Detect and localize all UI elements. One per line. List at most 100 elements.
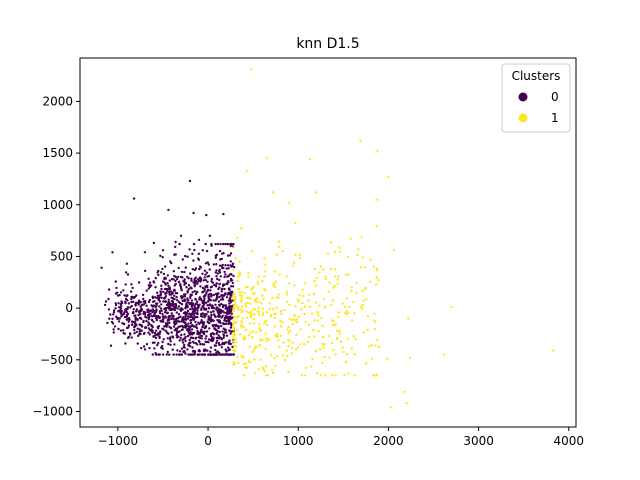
scatter-point-series-0: [172, 325, 176, 328]
scatter-point-series-0: [212, 353, 215, 356]
scatter-point-series-0: [183, 333, 186, 336]
scatter-point-series-0: [211, 281, 214, 284]
scatter-point-series-0: [208, 297, 211, 300]
scatter-point-series-0: [199, 343, 202, 346]
scatter-point-series-1: [248, 297, 252, 300]
scatter-point-series-0: [204, 278, 207, 282]
scatter-point-series-1: [247, 275, 250, 278]
scatter-point-series-1: [336, 282, 339, 286]
scatter-point-series-1: [246, 316, 249, 320]
scatter-point-series-1: [333, 250, 337, 253]
scatter-point-series-0: [214, 242, 217, 246]
scatter-point-series-0: [218, 282, 221, 286]
scatter-point-series-0: [191, 323, 194, 327]
y-tick-label: 1000: [42, 198, 73, 212]
scatter-point-series-1: [352, 301, 355, 304]
scatter-point-series-0: [160, 296, 163, 299]
legend-label-1: 1: [551, 111, 559, 125]
scatter-point-series-0: [204, 349, 208, 352]
scatter-point-series-1: [278, 273, 281, 276]
scatter-point-series-1: [272, 371, 275, 375]
scatter-point-series-0: [193, 281, 197, 284]
scatter-point-series-0: [178, 339, 181, 342]
scatter-point-series-0: [204, 340, 207, 343]
scatter-point-series-0: [187, 353, 190, 356]
scatter-point-series-1: [376, 149, 379, 153]
scatter-point-series-0: [152, 335, 155, 339]
scatter-point-series-0: [121, 322, 124, 325]
scatter-point-series-0: [192, 318, 196, 321]
scatter-point-series-1: [237, 271, 241, 275]
scatter-point-series-0: [193, 284, 196, 287]
scatter-point-series-1: [253, 372, 257, 375]
legend-label-0: 0: [551, 90, 559, 104]
scatter-point-series-1: [238, 333, 242, 336]
scatter-point-series-0: [144, 301, 147, 305]
legend-marker-1: [518, 113, 528, 123]
scatter-point-series-0: [189, 353, 192, 356]
scatter-point-series-0: [202, 349, 206, 352]
scatter-point-series-1: [340, 340, 343, 343]
scatter-point-series-0: [215, 332, 218, 335]
scatter-point-series-1: [237, 308, 240, 312]
scatter-point-series-0: [114, 303, 118, 307]
scatter-point-series-1: [330, 374, 334, 377]
scatter-point-series-1: [330, 341, 334, 345]
scatter-point-series-0: [168, 321, 171, 324]
scatter-point-series-0: [136, 318, 139, 322]
scatter-point-series-0: [139, 332, 142, 336]
scatter-point-series-0: [203, 294, 206, 298]
scatter-point-series-0: [130, 320, 134, 323]
scatter-point-series-0: [120, 300, 123, 303]
scatter-point-series-0: [177, 280, 181, 284]
scatter-point-series-0: [190, 333, 193, 336]
scatter-point-series-1: [311, 358, 314, 361]
scatter-point-series-1: [246, 366, 249, 369]
scatter-point-series-0: [210, 244, 213, 247]
scatter-point-series-0: [130, 300, 133, 304]
x-tick-label: 0: [204, 434, 212, 448]
scatter-point-series-0: [229, 310, 232, 314]
scatter-point-series-0: [172, 270, 175, 273]
scatter-point-series-1: [259, 358, 262, 361]
scatter-point-series-0: [221, 298, 225, 301]
scatter-point-series-1: [237, 361, 240, 365]
scatter-point-series-0: [169, 315, 172, 318]
scatter-point-series-0: [143, 269, 147, 273]
scatter-point-series-0: [193, 248, 196, 252]
scatter-point-series-1: [345, 353, 349, 356]
scatter-point-series-0: [232, 242, 235, 246]
scatter-point-series-0: [151, 353, 154, 356]
scatter-point-series-1: [308, 305, 312, 309]
scatter-point-series-1: [334, 374, 337, 377]
scatter-point-series-1: [247, 271, 250, 275]
scatter-point-series-0: [214, 256, 217, 259]
scatter-point-series-1: [295, 318, 298, 321]
scatter-point-series-1: [236, 236, 239, 239]
scatter-point-series-1: [253, 322, 256, 325]
scatter-point-series-0: [209, 332, 212, 336]
scatter-point-series-1: [287, 331, 290, 335]
scatter-point-series-0: [127, 320, 130, 323]
scatter-point-series-0: [153, 311, 156, 315]
scatter-point-series-0: [147, 284, 151, 287]
scatter-point-series-1: [304, 282, 307, 285]
scatter-point-series-0: [213, 314, 216, 318]
scatter-point-series-0: [210, 314, 213, 317]
scatter-point-series-1: [264, 332, 267, 335]
scatter-point-series-0: [206, 310, 210, 313]
scatter-point-series-0: [132, 300, 135, 303]
scatter-point-series-1: [366, 328, 369, 332]
scatter-point-series-1: [334, 323, 337, 326]
scatter-point-series-0: [164, 306, 168, 310]
scatter-point-series-1: [298, 293, 301, 297]
scatter-point-series-0: [215, 282, 218, 285]
scatter-point-series-0: [117, 327, 120, 331]
scatter-point-series-0: [218, 319, 221, 323]
scatter-point-series-0: [135, 308, 139, 311]
scatter-point-series-1: [342, 350, 345, 354]
scatter-point-series-0: [223, 317, 227, 320]
scatter-point-series-0: [184, 293, 187, 296]
scatter-point-series-0: [172, 297, 176, 301]
scatter-point-series-0: [167, 316, 170, 319]
